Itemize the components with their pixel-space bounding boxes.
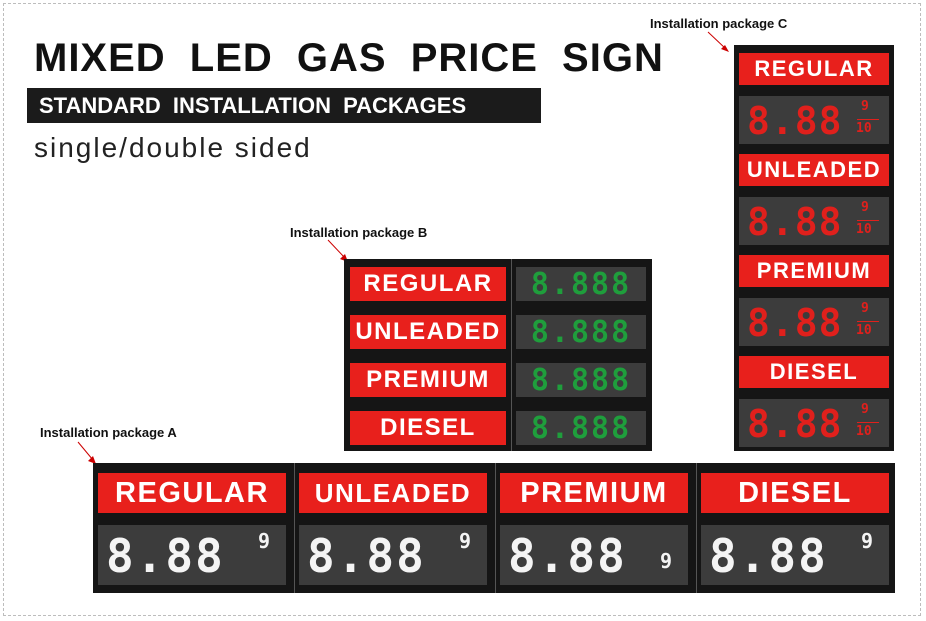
price-display: 8.888 [516,315,646,350]
panel-divider [294,463,295,593]
price-display: 8.88 9 [500,525,688,585]
price-digits: 8.88 [747,301,843,345]
price-digits: 8.88 [709,529,828,583]
fraction-bar [857,220,879,221]
price-display: 8.88 9 [299,525,487,585]
price-digits: 8.88 [747,99,843,143]
fuel-label-unleaded: UNLEADED [350,315,506,349]
page-border [3,3,921,616]
price-fraction-numerator: 9 [861,402,869,417]
package-a-sign: REGULAR 8.88 9 UNLEADED 8.88 9 PREMIUM 8.88 9 DIE… [93,463,895,593]
price-fraction: 9 [258,529,271,553]
fuel-label-diesel: DIESEL [701,473,889,513]
panel-divider [495,463,496,593]
fraction-bar [857,422,879,423]
price-digits: 8.88 [747,200,843,244]
price-display: 8.88 9 10 [739,399,889,447]
price-display: 8.88 9 [98,525,286,585]
price-digits: 8.88 [106,529,225,583]
price-display: 8.888 [516,411,646,446]
subtitle-banner: STANDARD INSTALLATION PACKAGES [27,88,541,123]
price-fraction: 9 [861,529,874,553]
price-fraction-denominator: 10 [856,222,872,237]
fuel-label-unleaded: UNLEADED [739,154,889,186]
package-c-arrow-icon [707,31,729,52]
price-fraction-numerator: 9 [861,301,869,316]
fuel-label-premium: PREMIUM [500,473,688,513]
fuel-label-diesel: DIESEL [350,411,506,445]
price-fraction-denominator: 10 [856,323,872,338]
fraction-bar [857,321,879,322]
package-b-label: Installation package B [290,225,428,240]
fraction-bar [857,119,879,120]
fuel-label-regular: REGULAR [739,53,889,85]
price-digits: 8.88 [508,529,627,583]
price-display: 8.888 [516,363,646,398]
fuel-label-diesel: DIESEL [739,356,889,388]
price-fraction-numerator: 9 [861,200,869,215]
price-fraction-denominator: 10 [856,424,872,439]
price-fraction-denominator: 10 [856,121,872,136]
panel-divider [696,463,697,593]
fuel-label-regular: REGULAR [98,473,286,513]
price-digits: 8.88 [307,529,426,583]
package-a-label: Installation package A [40,425,177,440]
price-display: 8.88 9 10 [739,298,889,346]
package-a-arrow-icon [77,441,96,464]
price-fraction-numerator: 9 [861,99,869,114]
price-display: 8.88 9 [701,525,889,585]
price-fraction: 9 [660,549,673,573]
package-c-label: Installation package C [650,16,788,31]
fuel-label-premium: PREMIUM [739,255,889,287]
fuel-label-premium: PREMIUM [350,363,506,397]
sided-caption: single/double sided [34,132,312,163]
price-display: 8.888 [516,267,646,302]
fuel-label-regular: REGULAR [350,267,506,301]
fuel-label-unleaded: UNLEADED [299,473,487,513]
price-fraction: 9 [459,529,472,553]
price-display: 8.88 9 10 [739,96,889,144]
package-b-sign: REGULAR 8.888 UNLEADED 8.888 PREMIUM 8.888 DIE… [344,259,652,451]
package-c-sign: REGULAR 8.88 9 10 UNLEADED 8.88 9 10 PREMIUM 8.88… [734,45,894,451]
price-display: 8.88 9 10 [739,197,889,245]
price-digits: 8.88 [747,402,843,446]
page-title: MIXED LED GAS PRICE SIGN [34,36,664,80]
